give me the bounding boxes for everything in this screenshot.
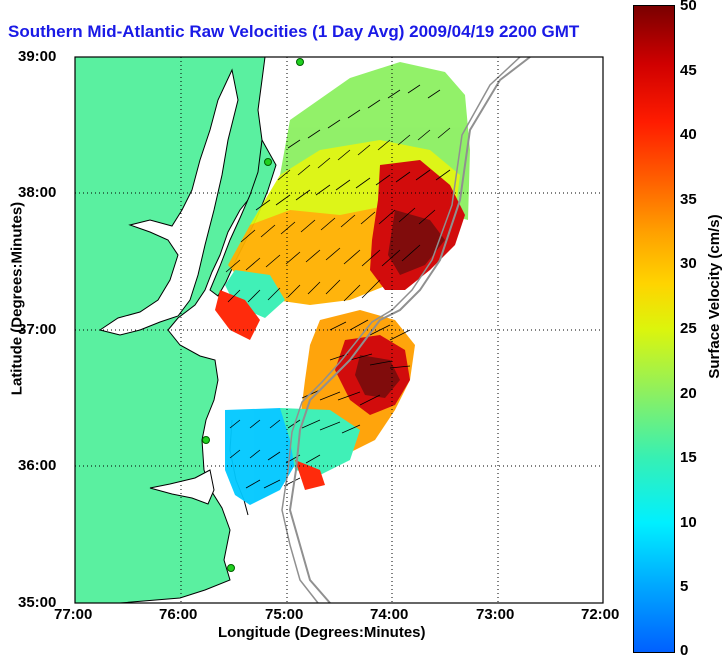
x-tick-75: 75:00 (265, 606, 304, 623)
colorbar-tick-40: 40 (680, 126, 697, 143)
colorbar-tick-5: 5 (680, 578, 689, 595)
y-tick-39: 39:00 (18, 48, 57, 65)
y-axis-label: Latitude (Degrees:Minutes) (8, 201, 26, 396)
colorbar-tick-25: 25 (680, 320, 697, 337)
x-tick-76: 76:00 (159, 606, 198, 623)
colorbar-tick-30: 30 (680, 255, 697, 272)
colorbar-tick-45: 45 (680, 62, 697, 79)
colorbar (633, 5, 675, 653)
grid-lines (75, 57, 603, 603)
colorbar-tick-20: 20 (680, 385, 697, 402)
y-tick-35: 35:00 (18, 594, 57, 611)
bathymetry-contour (288, 56, 531, 604)
eastern-shore (209, 138, 277, 297)
chesapeake-bay (98, 68, 239, 336)
colorbar-tick-50: 50 (680, 0, 697, 14)
plot-frame (74, 56, 604, 604)
radar-stations (202, 58, 304, 572)
colorbar-tick-0: 0 (680, 642, 689, 659)
velocity-field (215, 62, 470, 505)
colorbar-tick-10: 10 (680, 514, 697, 531)
map-title: Southern Mid-Atlantic Raw Velocities (1 … (8, 22, 580, 41)
y-tick-37: 37:00 (18, 321, 57, 338)
x-tick-73: 73:00 (476, 606, 515, 623)
x-tick-72: 72:00 (581, 606, 620, 623)
bathymetry-contour-2 (281, 56, 521, 604)
colorbar-tick-15: 15 (680, 449, 697, 466)
pamlico-sound (149, 469, 215, 505)
colorbar-label: Surface Velocity (cm/s) (706, 214, 723, 379)
velocity-vectors (225, 84, 451, 489)
x-tick-77: 77:00 (54, 606, 93, 623)
y-tick-38: 38:00 (18, 184, 57, 201)
x-tick-74: 74:00 (370, 606, 409, 623)
y-tick-36: 36:00 (18, 457, 57, 474)
colorbar-tick-35: 35 (680, 191, 697, 208)
x-axis-label: Longitude (Degrees:Minutes) (218, 624, 426, 641)
